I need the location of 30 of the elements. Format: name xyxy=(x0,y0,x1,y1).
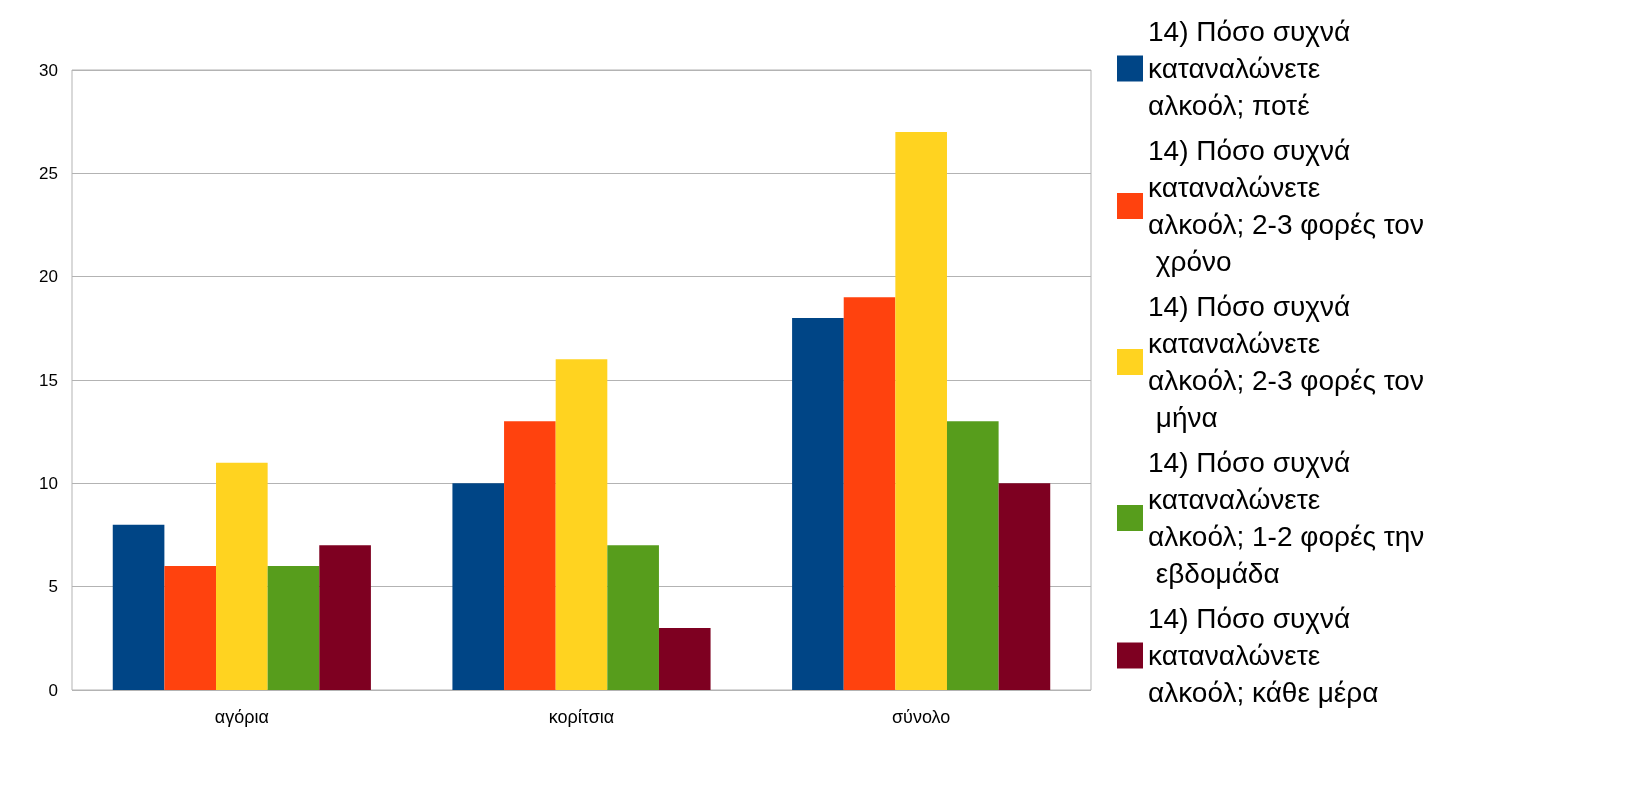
y-tick-label: 0 xyxy=(48,680,58,700)
bar xyxy=(504,421,556,690)
bar xyxy=(267,566,320,690)
bar xyxy=(998,483,1051,690)
bar xyxy=(843,297,896,690)
y-tick-label: 10 xyxy=(39,473,58,493)
legend-label: 14) Πόσο συχνά καταναλώνετε αλκοόλ; 2-3 φορές τον μήνα xyxy=(1148,291,1424,433)
bar xyxy=(946,421,999,690)
bar xyxy=(452,483,505,690)
y-tick-label: 5 xyxy=(48,577,58,597)
legend-label: 14) Πόσο συχνά καταναλώνετε αλκοόλ; κάθε μέρα xyxy=(1148,603,1379,708)
x-tick-label: αγόρια xyxy=(214,707,269,727)
bar xyxy=(555,359,608,690)
y-tick-label: 25 xyxy=(39,163,58,183)
legend-label: 14) Πόσο συχνά καταναλώνετε αλκοόλ; 1-2 φορές την εβδομάδα xyxy=(1148,447,1425,589)
legend-label: 14) Πόσο συχνά καταναλώνετε αλκοόλ; ποτέ xyxy=(1148,16,1358,121)
bar xyxy=(895,132,947,690)
y-tick-label: 20 xyxy=(39,267,58,287)
bar xyxy=(658,628,711,690)
bar xyxy=(112,524,165,690)
bar xyxy=(607,545,659,690)
bar xyxy=(319,545,371,690)
y-tick-label: 30 xyxy=(39,60,58,80)
bar xyxy=(216,462,268,690)
legend-label: 14) Πόσο συχνά καταναλώνετε αλκοόλ; 2-3 φορές τον χρόνο xyxy=(1148,135,1424,277)
bar xyxy=(792,318,844,690)
y-tick-label: 15 xyxy=(39,370,58,390)
x-tick-label: κορίτσια xyxy=(548,707,615,727)
x-tick-label: σύνολο xyxy=(891,707,951,727)
bar xyxy=(164,566,217,690)
